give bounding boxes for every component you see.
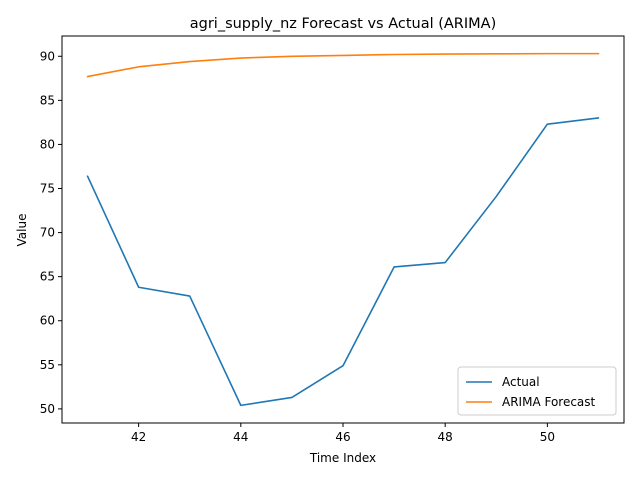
legend-label: Actual <box>502 375 540 389</box>
y-tick-label: 65 <box>40 270 55 284</box>
y-axis-label: Value <box>15 214 29 247</box>
x-tick-label: 48 <box>438 430 453 444</box>
y-tick-label: 50 <box>40 402 55 416</box>
legend-box <box>457 366 617 416</box>
y-tick-label: 55 <box>40 358 55 372</box>
x-tick-label: 50 <box>540 430 555 444</box>
series-line-actual <box>86 117 600 407</box>
x-tick-label: 44 <box>233 430 248 444</box>
legend-label: ARIMA Forecast <box>502 395 596 409</box>
y-tick-label: 70 <box>40 226 55 240</box>
x-tick-label: 46 <box>335 430 350 444</box>
series-line-arima-forecast <box>86 52 600 78</box>
y-tick-label: 75 <box>40 182 55 196</box>
plot-frame <box>61 35 625 424</box>
x-axis-label: Time Index <box>309 451 376 465</box>
x-tick-label: 42 <box>131 430 146 444</box>
y-tick-label: 80 <box>40 137 55 151</box>
y-tick-label: 60 <box>40 314 55 328</box>
y-tick-label: 85 <box>40 93 55 107</box>
y-tick-label: 90 <box>40 49 55 63</box>
chart-title: agri_supply_nz Forecast vs Actual (ARIMA… <box>190 16 497 32</box>
